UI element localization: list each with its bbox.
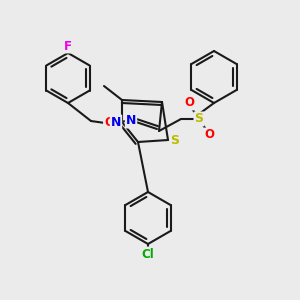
Text: O: O bbox=[204, 128, 214, 142]
Text: S: S bbox=[170, 134, 179, 146]
Text: O: O bbox=[184, 97, 194, 110]
Text: N: N bbox=[111, 116, 121, 128]
Text: S: S bbox=[194, 112, 203, 125]
Text: F: F bbox=[64, 40, 72, 52]
Text: O: O bbox=[104, 116, 114, 130]
Text: N: N bbox=[126, 115, 136, 128]
Text: Cl: Cl bbox=[142, 248, 154, 260]
